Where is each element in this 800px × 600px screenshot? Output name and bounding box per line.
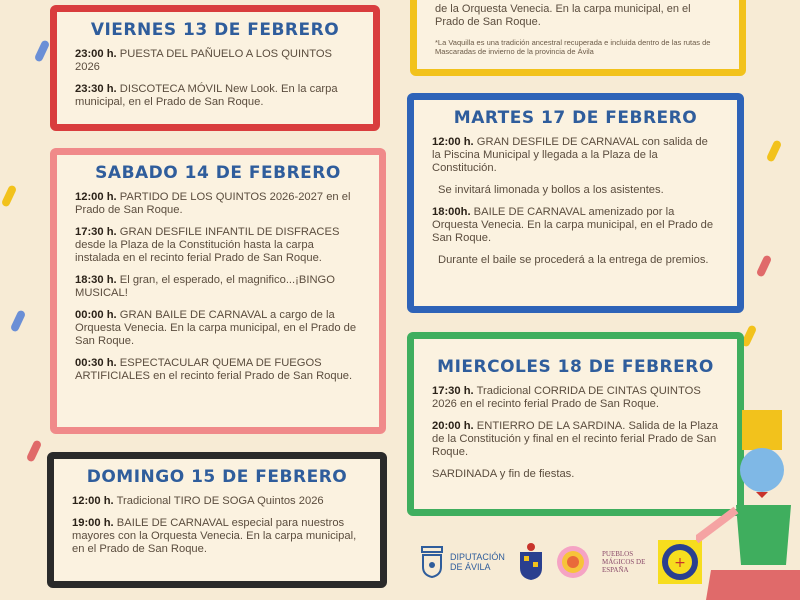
event-text: El gran, el esperado, el magnifico...¡BI… xyxy=(75,274,335,299)
confetti xyxy=(755,254,773,278)
wednesday-box: MIERCOLES 18 DE FEBRERO 17:30 h. Tradici… xyxy=(407,332,744,516)
pueblos-magicos-text: PUEBLOS MÁGICOS DE ESPAÑA xyxy=(602,550,646,574)
event-text: PUESTA DEL PAÑUELO A LOS QUINTOS 2026 xyxy=(75,48,332,73)
event-text: ESPECTACULAR QUEMA DE FUEGOS ARTIFICIALE… xyxy=(75,357,353,382)
confetti xyxy=(765,139,783,163)
event-text: de la Orquesta Venecia. En la carpa muni… xyxy=(435,3,691,28)
event-time: 00:00 h. xyxy=(75,309,117,321)
event: 17:30 h. Tradicional CORRIDA DE CINTAS Q… xyxy=(432,385,719,411)
event-text: DISCOTECA MÓVIL New Look. En la carpa mu… xyxy=(75,83,338,108)
event-text: SARDINADA y fin de fiestas. xyxy=(432,468,575,480)
event-time: 12:00 h. xyxy=(432,136,474,148)
day-title: SABADO 14 DE FEBRERO xyxy=(95,163,341,183)
diputacion-shield-icon xyxy=(421,546,443,579)
event-time: 18:30 h. xyxy=(75,274,117,286)
sponsor-logos: DIPUTACIÓN DE ÁVILA PUEBLOS MÁGICOS DE E… xyxy=(420,538,702,586)
day-title: VIERNES 13 DE FEBRERO xyxy=(90,20,340,40)
event-time: 23:30 h. xyxy=(75,83,117,95)
diputacion-text: DIPUTACIÓN DE ÁVILA xyxy=(450,552,505,572)
coat-of-arms-icon xyxy=(520,543,542,580)
event-text: PARTIDO DE LOS QUINTOS 2026-2027 en el P… xyxy=(75,191,351,216)
svg-text:+: + xyxy=(674,555,686,571)
tuesday-continued-box: de la Orquesta Venecia. En la carpa muni… xyxy=(410,0,746,76)
event-text: ENTIERRO DE LA SARDINA. Salida de la Pla… xyxy=(432,420,719,458)
event: Durante el baile se procederá a la entre… xyxy=(432,254,719,267)
confetti xyxy=(33,39,51,63)
event-text: Tradicional CORRIDA DE CINTAS QUINTOS 20… xyxy=(432,385,701,410)
event: 18:00h. BAILE DE CARNAVAL amenizado por … xyxy=(432,206,719,245)
confetti xyxy=(25,439,43,463)
day-title: DOMINGO 15 DE FEBRERO xyxy=(86,467,348,487)
event-time: 00:30 h. xyxy=(75,357,117,369)
event: 00:00 h. GRAN BAILE DE CARNAVAL a cargo … xyxy=(75,309,361,348)
event-text: Tradicional TIRO DE SOGA Quintos 2026 xyxy=(116,495,324,507)
event-text: BAILE DE CARNAVAL especial para nuestros… xyxy=(72,517,357,555)
day-title: MIERCOLES 18 DE FEBRERO xyxy=(437,357,714,377)
carnival-character-illustration xyxy=(696,410,800,600)
event-time: 12:00 h. xyxy=(72,495,114,507)
plus-circle-logo-icon: + xyxy=(658,540,702,584)
event-text: BAILE DE CARNAVAL amenizado por la Orque… xyxy=(432,206,714,244)
event: 17:30 h. GRAN DESFILE INFANTIL DE DISFRA… xyxy=(75,226,361,265)
event: Se invitará limonada y bollos a los asis… xyxy=(432,184,719,197)
event-time: 17:30 h. xyxy=(75,226,117,238)
event: 23:00 h. PUESTA DEL PAÑUELO A LOS QUINTO… xyxy=(75,48,355,74)
event: 12:00 h. GRAN DESFILE DE CARNAVAL con sa… xyxy=(432,136,719,175)
event: 18:30 h. El gran, el esperado, el magnif… xyxy=(75,274,361,300)
confetti xyxy=(0,184,18,208)
saturday-box: SABADO 14 DE FEBRERO 12:00 h. PARTIDO DE… xyxy=(50,148,386,434)
vaquilla-note: *La Vaquilla es una tradición ancestral … xyxy=(435,38,711,56)
event-text: GRAN BAILE DE CARNAVAL a cargo de la Orq… xyxy=(75,309,357,347)
event-text: Durante el baile se procederá a la entre… xyxy=(438,254,709,266)
event: 12:00 h. Tradicional TIRO DE SOGA Quinto… xyxy=(72,495,362,508)
event-text: GRAN DESFILE INFANTIL DE DISFRACES desde… xyxy=(75,226,340,264)
event-time: 17:30 h. xyxy=(432,385,474,397)
event: 00:30 h. ESPECTACULAR QUEMA DE FUEGOS AR… xyxy=(75,357,361,383)
day-title: MARTES 17 DE FEBRERO xyxy=(453,108,698,128)
tuesday-box: MARTES 17 DE FEBRERO 12:00 h. GRAN DESFI… xyxy=(407,93,744,313)
event-time: 19:00 h. xyxy=(72,517,114,529)
event: SARDINADA y fin de fiestas. xyxy=(432,468,719,481)
event: 20:00 h. ENTIERRO DE LA SARDINA. Salida … xyxy=(432,420,719,459)
event-text: Se invitará limonada y bollos a los asis… xyxy=(438,184,664,196)
event-text: GRAN DESFILE DE CARNAVAL con salida de l… xyxy=(432,136,708,174)
event-time: 12:00 h. xyxy=(75,191,117,203)
confetti xyxy=(9,309,27,333)
event-time: 23:00 h. xyxy=(75,48,117,60)
event: 12:00 h. PARTIDO DE LOS QUINTOS 2026-202… xyxy=(75,191,361,217)
diputacion-logo: DIPUTACIÓN DE ÁVILA xyxy=(420,545,508,579)
event: 23:30 h. DISCOTECA MÓVIL New Look. En la… xyxy=(75,83,355,109)
event-time: 20:00 h. xyxy=(432,420,474,432)
event-time: 18:00h. xyxy=(432,206,471,218)
friday-box: VIERNES 13 DE FEBRERO 23:00 h. PUESTA DE… xyxy=(50,5,380,131)
sunday-box: DOMINGO 15 DE FEBRERO 12:00 h. Tradicion… xyxy=(47,452,387,588)
pueblos-magicos-flower-icon xyxy=(557,546,589,578)
event: 19:00 h. BAILE DE CARNAVAL especial para… xyxy=(72,517,362,556)
